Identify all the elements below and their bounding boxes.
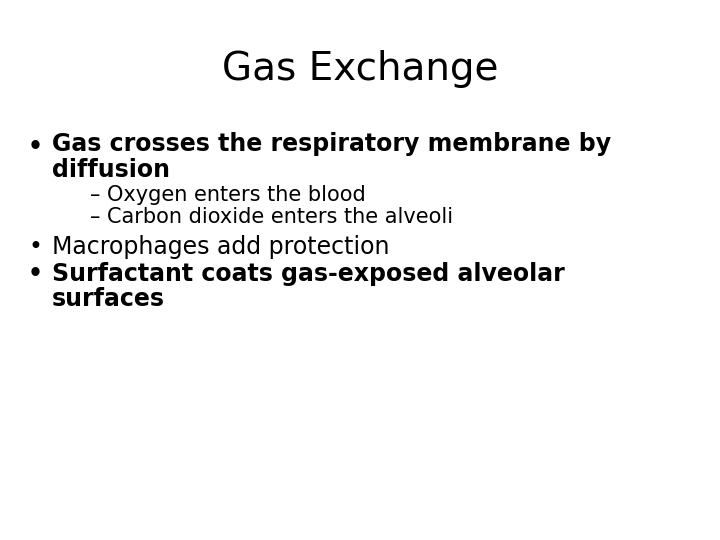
Text: Gas crosses the respiratory membrane by: Gas crosses the respiratory membrane by [52, 132, 611, 156]
Text: – Oxygen enters the blood: – Oxygen enters the blood [90, 185, 366, 205]
Text: diffusion: diffusion [52, 158, 170, 182]
Text: Surfactant coats gas-exposed alveolar: Surfactant coats gas-exposed alveolar [52, 262, 564, 286]
Text: •: • [28, 235, 42, 259]
Text: surfaces: surfaces [52, 287, 165, 311]
Text: •: • [28, 262, 43, 286]
Text: •: • [28, 135, 43, 159]
Text: – Carbon dioxide enters the alveoli: – Carbon dioxide enters the alveoli [90, 207, 453, 227]
Text: Gas Exchange: Gas Exchange [222, 50, 498, 88]
Text: Macrophages add protection: Macrophages add protection [52, 235, 390, 259]
